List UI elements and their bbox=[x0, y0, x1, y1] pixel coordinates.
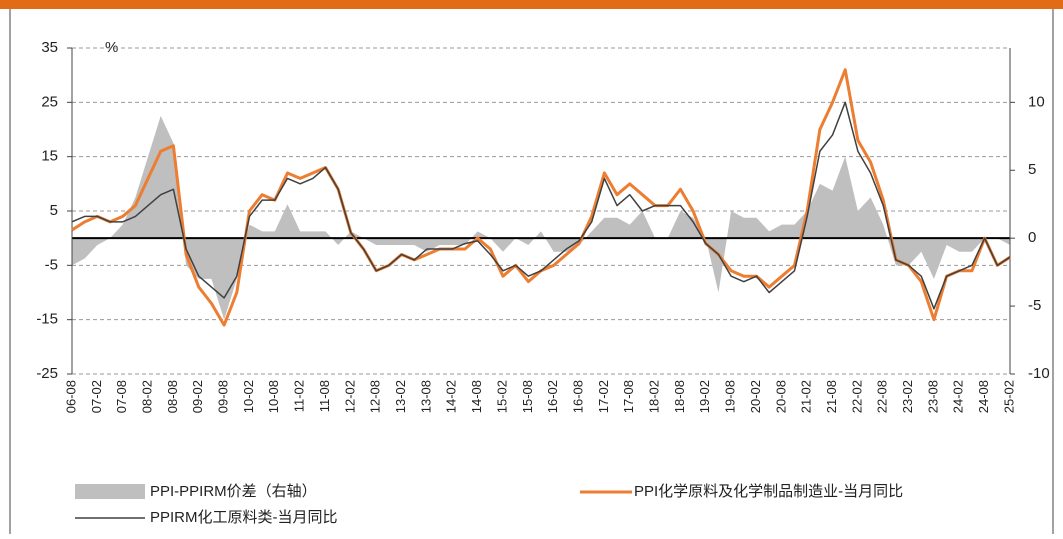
y2-tick-label: -5 bbox=[1028, 297, 1041, 314]
y2-tick-label: -10 bbox=[1028, 365, 1050, 382]
x-tick-label: 12-08 bbox=[368, 380, 383, 413]
y-tick-label: 25 bbox=[41, 93, 58, 110]
line bbox=[71, 101, 1011, 310]
x-tick-label: 22-02 bbox=[849, 380, 864, 413]
y-tick-label: 15 bbox=[41, 148, 58, 165]
x-tick-label: 23-02 bbox=[900, 380, 915, 413]
line bbox=[71, 68, 1011, 327]
area bbox=[72, 115, 1010, 320]
x-tick-label: 08-02 bbox=[139, 380, 154, 413]
y-tick-label: -25 bbox=[36, 365, 58, 382]
x-tick-label: 18-08 bbox=[672, 380, 687, 413]
y2-tick-label: 10 bbox=[1028, 93, 1045, 110]
x-tick-label: 12-02 bbox=[342, 380, 357, 413]
unit-label: % bbox=[105, 39, 118, 56]
x-tick-label: 19-08 bbox=[723, 380, 738, 413]
x-tick-label: 09-08 bbox=[216, 380, 231, 413]
legend-label: PPI化学原料及化学制品制造业-当月同比 bbox=[634, 483, 903, 500]
x-tick-label: 23-08 bbox=[925, 380, 940, 413]
x-tick-label: 19-02 bbox=[697, 380, 712, 413]
x-tick-label: 06-08 bbox=[63, 380, 78, 413]
x-tick-label: 16-02 bbox=[545, 380, 560, 413]
x-tick-label: 24-08 bbox=[976, 380, 991, 413]
x-tick-label: 11-08 bbox=[317, 380, 332, 412]
x-tick-label: 15-02 bbox=[494, 380, 509, 413]
x-tick-label: 18-02 bbox=[647, 380, 662, 413]
y-tick-label: -5 bbox=[45, 256, 58, 273]
x-tick-label: 07-08 bbox=[114, 380, 129, 413]
x-tick-label: 20-08 bbox=[773, 380, 788, 413]
x-tick-label: 21-08 bbox=[824, 380, 839, 413]
x-tick-label: 10-08 bbox=[266, 380, 281, 413]
y-tick-label: 5 bbox=[50, 202, 58, 219]
header-bar bbox=[0, 0, 1063, 9]
x-tick-label: 20-02 bbox=[748, 380, 763, 413]
legend-swatch bbox=[75, 484, 145, 499]
x-tick-label: 09-02 bbox=[190, 380, 205, 413]
x-tick-label: 11-02 bbox=[292, 380, 307, 412]
x-tick-label: 14-08 bbox=[469, 380, 484, 413]
x-tick-label: 15-08 bbox=[520, 380, 535, 413]
x-tick-label: 17-02 bbox=[596, 380, 611, 413]
x-tick-label: 07-02 bbox=[89, 380, 104, 413]
x-tick-label: 22-08 bbox=[875, 380, 890, 413]
x-tick-label: 14-02 bbox=[444, 380, 459, 413]
x-tick-label: 13-02 bbox=[393, 380, 408, 413]
x-tick-label: 24-02 bbox=[951, 380, 966, 413]
x-tick-label: 08-08 bbox=[165, 380, 180, 413]
legend-label: PPI-PPIRM价差（右轴） bbox=[150, 483, 317, 500]
x-tick-label: 13-08 bbox=[418, 380, 433, 413]
y2-tick-label: 0 bbox=[1028, 229, 1036, 246]
legend-label: PPIRM化工原料类-当月同比 bbox=[150, 509, 338, 526]
x-tick-label: 25-02 bbox=[1001, 380, 1016, 413]
x-tick-label: 10-02 bbox=[241, 380, 256, 413]
y-tick-label: 35 bbox=[41, 39, 58, 56]
x-tick-label: 17-08 bbox=[621, 380, 636, 413]
x-tick-label: 21-02 bbox=[799, 380, 814, 413]
y2-tick-label: 5 bbox=[1028, 161, 1036, 178]
x-tick-label: 16-08 bbox=[570, 380, 585, 413]
y-tick-label: -15 bbox=[36, 311, 58, 328]
